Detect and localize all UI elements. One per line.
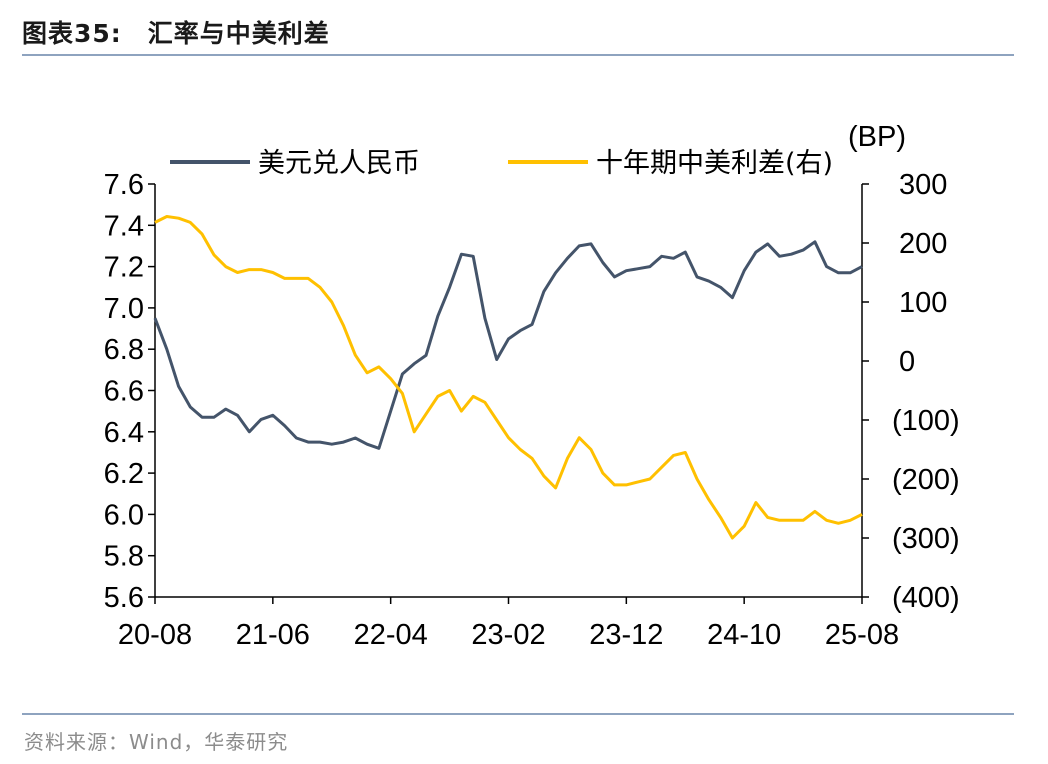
legend-label: 十年期中美利差(右): [596, 148, 833, 179]
source-note: 资料来源：Wind，华泰研究: [24, 730, 289, 754]
left-tick-label: 6.8: [104, 334, 144, 366]
figure-caption: 汇率与中美利差: [147, 19, 330, 48]
x-tick-label: 23-12: [589, 619, 663, 651]
right-tick-label: (200): [892, 464, 960, 496]
right-tick-label: 200: [899, 228, 947, 260]
x-tick-label: 22-04: [354, 619, 428, 651]
legend-label: 美元兑人民币: [258, 148, 420, 179]
x-tick-label: 23-02: [471, 619, 545, 651]
x-tick-label: 25-08: [825, 619, 899, 651]
top-rule: [22, 54, 1014, 56]
bottom-rule: [22, 713, 1014, 715]
x-tick-label: 24-10: [707, 619, 781, 651]
right-tick-label: 100: [899, 287, 947, 319]
figure-title: 图表35: 汇率与中美利差: [22, 14, 330, 50]
right-tick-label: (100): [892, 405, 960, 437]
left-tick-label: 6.6: [104, 376, 144, 408]
left-tick-label: 7.0: [104, 293, 144, 325]
spread-series-line: [154, 215, 863, 540]
right-tick-label: (400): [892, 582, 960, 614]
x-tick-label: 21-06: [236, 619, 310, 651]
left-tick-label: 6.4: [104, 417, 144, 449]
right-tick-label: (300): [892, 523, 960, 555]
x-tick-label: 20-08: [118, 619, 192, 651]
left-tick-label: 5.6: [104, 582, 144, 614]
left-tick-label: 5.8: [104, 541, 144, 573]
right-axis-unit: (BP): [848, 121, 906, 153]
left-tick-label: 7.4: [104, 210, 144, 242]
left-tick-label: 6.0: [104, 499, 144, 531]
figure-label: 图表35:: [22, 19, 122, 48]
right-tick-label: 0: [899, 346, 915, 378]
left-tick-label: 7.6: [104, 169, 144, 201]
usdcny-series-line: [153, 240, 863, 450]
right-tick-label: 300: [899, 169, 947, 201]
left-tick-label: 7.2: [104, 252, 144, 284]
left-tick-label: 6.2: [104, 458, 144, 490]
